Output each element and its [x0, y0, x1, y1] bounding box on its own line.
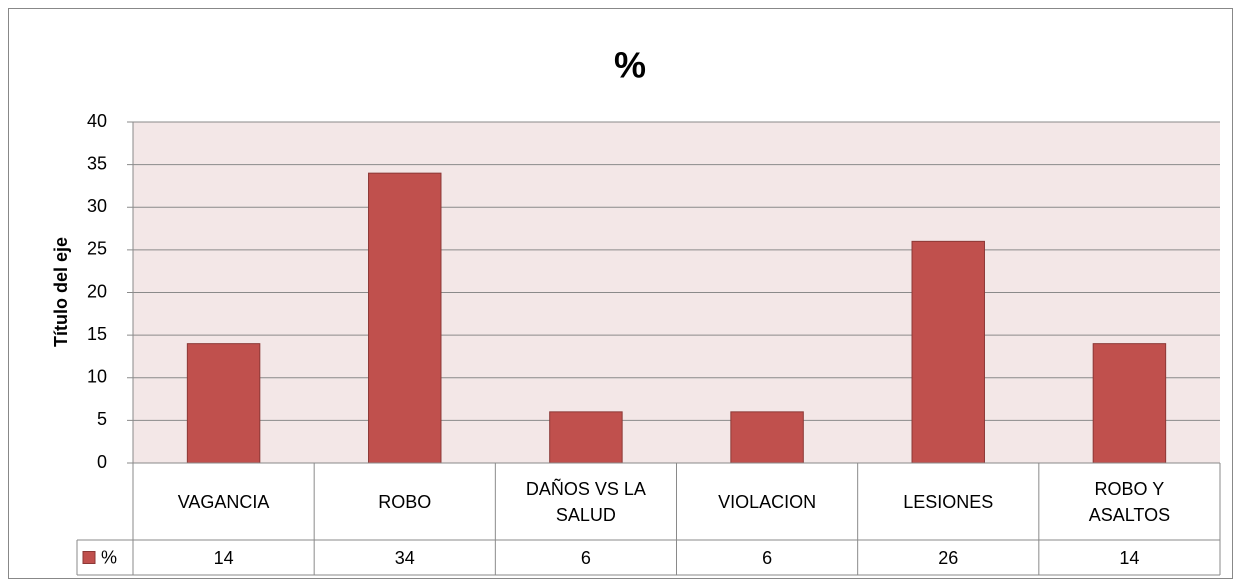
y-axis-title: Título del eje [51, 237, 71, 347]
category-label: VIOLACION [718, 491, 817, 512]
bar [1092, 343, 1167, 464]
bar [549, 411, 623, 464]
legend-swatch [82, 551, 96, 564]
bar [368, 172, 442, 464]
y-tick-label: 20 [87, 281, 107, 301]
category-label: VAGANCIA [177, 491, 270, 512]
y-tick-label: 30 [87, 196, 107, 216]
data-table-value: 14 [213, 547, 234, 568]
legend-label: % [101, 547, 117, 567]
bar [730, 411, 804, 464]
data-table-value: 6 [762, 547, 773, 568]
data-table-value: 26 [938, 547, 959, 568]
category-label: ROBO [378, 491, 432, 512]
data-table-value: 14 [1119, 547, 1140, 568]
chart-title: % [614, 45, 646, 86]
data-table-value: 34 [394, 547, 415, 568]
y-tick-label: 35 [87, 153, 107, 173]
bar [186, 343, 261, 464]
y-tick-label: 5 [97, 409, 107, 429]
category-label: DAÑOS VS LA SALUD [525, 478, 646, 525]
y-tick-label: 0 [97, 452, 107, 472]
category-label: ROBO Y ASALTOS [1088, 478, 1171, 525]
y-tick-label: 15 [87, 324, 107, 344]
y-tick-label: 10 [87, 367, 107, 387]
data-table-value: 6 [580, 547, 591, 568]
y-tick-label: 25 [87, 239, 107, 259]
y-tick-label: 40 [87, 111, 107, 131]
category-label: LESIONES [903, 491, 994, 512]
bar [911, 240, 985, 464]
